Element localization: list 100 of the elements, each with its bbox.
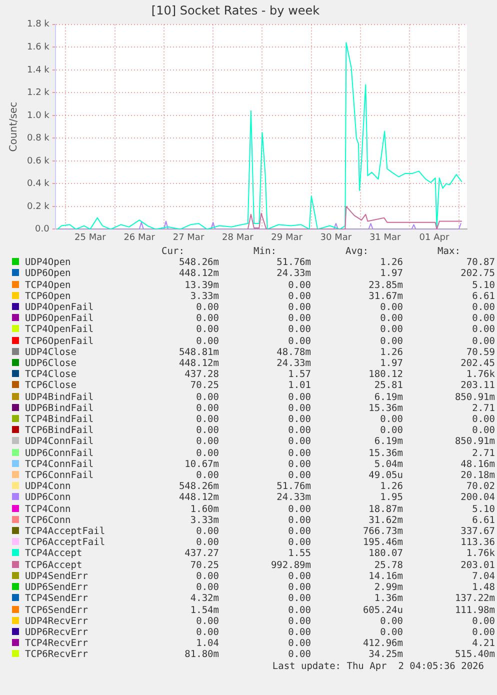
text: 3.33m	[189, 290, 219, 302]
text: 6.19m	[373, 436, 403, 448]
text: 0.00	[287, 436, 311, 448]
legend-label: UDP6ConnFail	[24, 448, 95, 459]
text: 0.00	[287, 514, 311, 526]
text: 0.00	[471, 324, 495, 336]
text: 0.00	[195, 470, 219, 482]
y-tick-label: 0.0	[35, 224, 50, 235]
text: Last update: Thu Apr 2 04:05:36 2026	[271, 660, 484, 673]
legend-label: TCP6RecvErr	[24, 649, 89, 661]
y-tick-label: 1.2 k	[26, 88, 50, 98]
text: 0.00	[195, 313, 219, 324]
legend-label: UDP6SendErr	[24, 582, 89, 594]
text: 448.12m	[178, 358, 219, 370]
legend-label: TCP6BindFail	[24, 425, 95, 436]
text: 0.00	[379, 616, 403, 627]
text: 18.87m	[368, 504, 403, 515]
text: 5.10	[471, 280, 495, 291]
text: 111.98m	[454, 604, 495, 616]
text: 6.61	[471, 290, 495, 302]
text: 81.80m	[184, 649, 219, 661]
legend-label: TCP6Close	[24, 380, 78, 392]
text: 5.10	[471, 504, 495, 515]
text: 0.00	[287, 313, 311, 324]
legend-label: UDP4Close	[24, 346, 78, 358]
x-tick-label: 31 Mar	[369, 232, 402, 243]
text: 31.62m	[368, 514, 403, 526]
text: 1.97	[379, 268, 403, 280]
y-axis-title: Count/sec	[8, 102, 20, 152]
text: 548.26m	[178, 481, 219, 492]
text: 24.33m	[276, 268, 311, 280]
legend-label: UDP4RecvErr	[24, 616, 89, 627]
text: 70.87	[465, 257, 495, 268]
text: 0.00	[287, 448, 311, 459]
legend-label: TCP4RecvErr	[24, 638, 89, 650]
text: 15.36m	[368, 402, 403, 414]
text: 2.71	[471, 448, 495, 459]
text: 0.00	[471, 313, 495, 324]
text: 448.12m	[178, 492, 219, 504]
text: 202.75	[460, 268, 495, 280]
text: 0.00	[471, 302, 495, 314]
text: 0.00	[287, 626, 311, 638]
text: 1.95	[379, 492, 403, 504]
x-tick-label: 26 Mar	[124, 232, 156, 243]
legend-label: TCP6OpenFail	[24, 336, 95, 347]
text: 1.54m	[189, 604, 219, 616]
text: 6.61	[471, 514, 495, 526]
text: 0.00	[471, 616, 495, 627]
text: 0.00	[195, 336, 219, 347]
text: 0.00	[379, 324, 403, 336]
text: 992.89m	[270, 560, 311, 571]
legend-label: UDP4BindFail	[24, 392, 95, 403]
text: 0.00	[379, 313, 403, 324]
text: 1.60m	[189, 504, 219, 515]
text: 0.00	[379, 414, 403, 426]
text: 24.33m	[276, 358, 311, 370]
text: 412.96m	[362, 638, 403, 650]
legend-label: UDP4OpenFail	[24, 302, 95, 314]
text: 5.04m	[373, 458, 403, 470]
legend-label: UDP4ConnFail	[24, 436, 95, 448]
x-tick-label: 25 Mar	[74, 232, 106, 243]
legend-label: UDP6Conn	[24, 492, 72, 504]
text: 7.04	[471, 570, 495, 582]
legend-label: TCP4ConnFail	[24, 458, 95, 470]
text: 31.67m	[368, 290, 403, 302]
text: Max:	[436, 246, 462, 258]
legend-label: TCP6AcceptFail	[24, 537, 106, 548]
text: 2.99m	[373, 582, 403, 594]
legend-label: UDP6BindFail	[24, 402, 95, 414]
text: 70.02	[465, 481, 495, 492]
text: 70.25	[189, 560, 219, 571]
text: 13.39m	[184, 280, 219, 291]
text: 113.36	[460, 537, 495, 548]
text: 0.00	[195, 537, 219, 548]
text: 51.76m	[276, 257, 311, 268]
text: 0.00	[195, 324, 219, 336]
text: 0.00	[471, 414, 495, 426]
text: 0.00	[287, 582, 311, 594]
text: 1.57	[287, 369, 311, 380]
text: 0.00	[379, 425, 403, 436]
text: 49.05u	[368, 470, 403, 482]
text: 0.00	[195, 302, 219, 314]
text: 34.25m	[368, 649, 403, 661]
y-tick-label: 0.8 k	[26, 134, 50, 144]
text: 1.55	[287, 548, 311, 560]
text: 850.91m	[454, 392, 495, 403]
legend-label: TCP4Close	[24, 369, 78, 380]
y-tick-label: 1.6 k	[26, 42, 50, 52]
text: 202.45	[460, 358, 495, 370]
x-tick-label: 30 Mar	[320, 232, 352, 243]
legend-label: TCP4Conn	[24, 504, 72, 515]
text: 0.00	[287, 290, 311, 302]
text: 0.00	[379, 626, 403, 638]
text: 0.00	[195, 582, 219, 594]
text: 20.18m	[460, 470, 495, 482]
legend-label: TCP4Open	[24, 280, 72, 291]
x-tick-label: 27 Mar	[172, 232, 204, 243]
text: 4.32m	[189, 593, 219, 604]
text: 0.00	[287, 392, 311, 403]
text: 0.00	[287, 280, 311, 291]
